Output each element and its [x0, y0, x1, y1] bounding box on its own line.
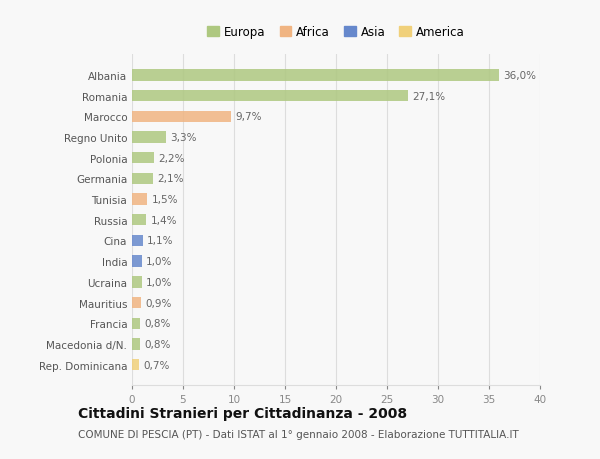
Text: COMUNE DI PESCIA (PT) - Dati ISTAT al 1° gennaio 2008 - Elaborazione TUTTITALIA.: COMUNE DI PESCIA (PT) - Dati ISTAT al 1°… — [78, 429, 519, 439]
Bar — [132, 153, 154, 164]
Bar — [132, 174, 154, 185]
Text: Cittadini Stranieri per Cittadinanza - 2008: Cittadini Stranieri per Cittadinanza - 2… — [78, 406, 407, 420]
Text: 1,0%: 1,0% — [146, 257, 173, 267]
Text: 1,5%: 1,5% — [151, 195, 178, 205]
Bar — [132, 132, 166, 143]
Text: 0,7%: 0,7% — [143, 360, 170, 370]
Bar — [132, 359, 139, 370]
Text: 1,1%: 1,1% — [148, 236, 174, 246]
Text: 0,8%: 0,8% — [144, 319, 170, 329]
Text: 3,3%: 3,3% — [170, 133, 196, 143]
Text: 0,9%: 0,9% — [145, 298, 172, 308]
Text: 36,0%: 36,0% — [503, 71, 536, 81]
Bar — [132, 112, 231, 123]
Text: 9,7%: 9,7% — [235, 112, 262, 122]
Bar — [132, 235, 143, 246]
Bar — [132, 70, 499, 81]
Text: 2,2%: 2,2% — [158, 153, 185, 163]
Text: 0,8%: 0,8% — [144, 339, 170, 349]
Text: 27,1%: 27,1% — [413, 91, 446, 101]
Text: 2,1%: 2,1% — [157, 174, 184, 184]
Bar — [132, 256, 142, 267]
Bar — [132, 194, 148, 205]
Text: 1,4%: 1,4% — [151, 215, 177, 225]
Legend: Europa, Africa, Asia, America: Europa, Africa, Asia, America — [203, 21, 469, 44]
Bar — [132, 91, 409, 102]
Bar — [132, 318, 140, 329]
Bar — [132, 297, 141, 308]
Bar — [132, 339, 140, 350]
Bar — [132, 277, 142, 288]
Bar — [132, 215, 146, 226]
Text: 1,0%: 1,0% — [146, 277, 173, 287]
